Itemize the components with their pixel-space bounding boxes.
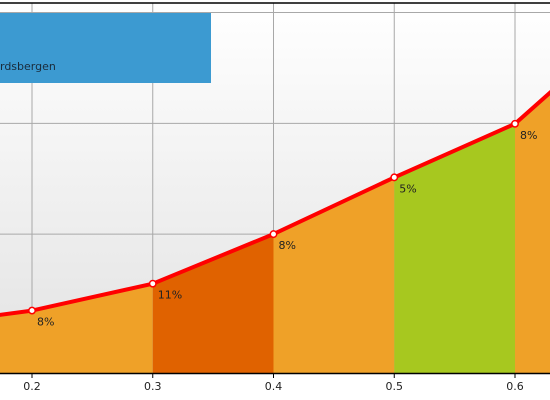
legend-label: rdsbergen <box>0 60 56 73</box>
grade-label: 11% <box>158 289 182 302</box>
grade-label: 5% <box>399 182 416 195</box>
data-point-marker <box>148 279 157 288</box>
data-point-marker <box>390 173 399 182</box>
grade-label: 8% <box>520 129 537 142</box>
axes: 0.2 0.3 0.4 0.5 0.6 <box>0 2 550 393</box>
x-tick-label: 0.6 <box>506 380 524 393</box>
x-tick-label: 0.5 <box>386 380 404 393</box>
grade-label: 8% <box>37 316 54 329</box>
grade-segment-area <box>0 283 153 373</box>
x-tick-label: 0.2 <box>23 380 41 393</box>
x-tick-label: 0.4 <box>265 380 283 393</box>
data-point-marker <box>511 119 519 128</box>
markers <box>28 119 519 315</box>
grade-segment-area <box>394 123 515 373</box>
legend-box <box>0 13 211 83</box>
grade-segment-area <box>273 177 395 373</box>
grade-segment-area <box>152 234 274 373</box>
data-point-marker <box>28 306 36 315</box>
segment-areas <box>0 92 550 373</box>
grade-segment-area <box>515 92 550 373</box>
grade-labels: 8% 11% 8% 5% 8% <box>37 129 537 329</box>
grade-label: 8% <box>279 239 296 252</box>
data-point-marker <box>269 230 278 239</box>
x-tick-label: 0.3 <box>144 380 162 393</box>
